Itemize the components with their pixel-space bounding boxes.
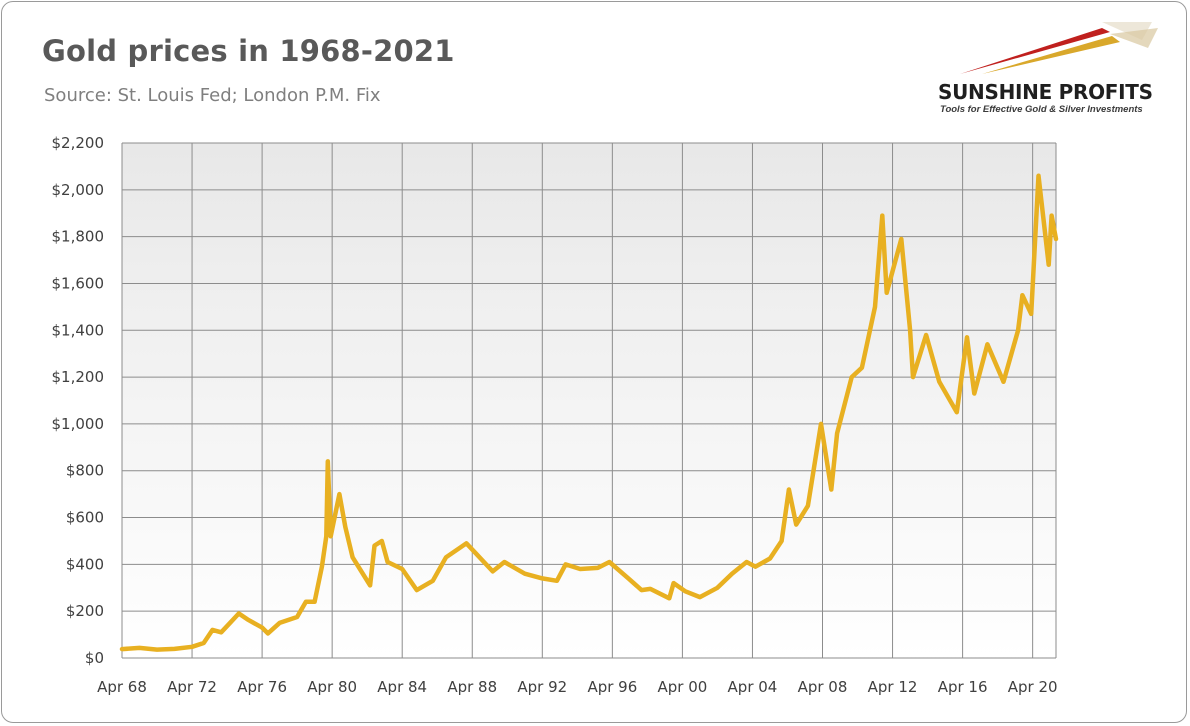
y-axis: $0 $200 $400 $600 $800 $1,000 $1,200 $1,400 $1,6… xyxy=(52,134,105,667)
x-tick-label: Apr 20 xyxy=(1008,678,1058,696)
chart-subtitle: Source: St. Louis Fed; London P.M. Fix xyxy=(44,85,381,106)
x-tick-label: Apr 12 xyxy=(868,678,918,696)
x-tick-label: Apr 00 xyxy=(657,678,707,696)
swoosh-icon xyxy=(960,22,1158,74)
y-tick-label: $1,200 xyxy=(52,368,105,386)
y-tick-label: $800 xyxy=(66,462,104,480)
y-gridlines xyxy=(122,142,1056,659)
sunshine-profits-logo: SUNSHINE PROFITS Tools for Effective Gol… xyxy=(932,16,1172,120)
gold-price-line xyxy=(119,173,1059,652)
x-tick-label: Apr 88 xyxy=(447,678,497,696)
x-axis: Apr 68 Apr 72 Apr 76 Apr 80 Apr 84 Apr 88 Apr … xyxy=(97,678,1057,696)
y-tick-label: $1,000 xyxy=(52,415,105,433)
x-tick-label: Apr 84 xyxy=(377,678,427,696)
y-tick-label: $1,600 xyxy=(52,274,105,292)
y-tick-label: $1,400 xyxy=(52,321,105,339)
y-tick-label: $400 xyxy=(66,555,104,573)
chart-title: Gold prices in 1968-2021 xyxy=(42,34,455,68)
x-tick-label: Apr 04 xyxy=(728,678,778,696)
x-tick-label: Apr 68 xyxy=(97,678,147,696)
logo-name: SUNSHINE PROFITS xyxy=(938,80,1153,104)
x-tick-label: Apr 76 xyxy=(237,678,287,696)
y-tick-label: $600 xyxy=(66,509,104,527)
x-tick-label: Apr 80 xyxy=(307,678,357,696)
y-tick-label: $200 xyxy=(66,602,104,620)
x-tick-label: Apr 08 xyxy=(798,678,848,696)
x-tick-label: Apr 72 xyxy=(167,678,217,696)
x-tick-label: Apr 92 xyxy=(517,678,567,696)
plot-area xyxy=(122,143,1056,658)
y-tick-label: $2,200 xyxy=(52,134,105,152)
x-gridlines xyxy=(121,143,1057,658)
y-tick-label: $0 xyxy=(85,649,104,667)
x-tick-label: Apr 96 xyxy=(587,678,637,696)
logo-tagline: Tools for Effective Gold & Silver Invest… xyxy=(940,104,1143,115)
y-tick-label: $2,000 xyxy=(52,181,105,199)
x-tick-label: Apr 16 xyxy=(938,678,988,696)
y-tick-label: $1,800 xyxy=(52,228,105,246)
